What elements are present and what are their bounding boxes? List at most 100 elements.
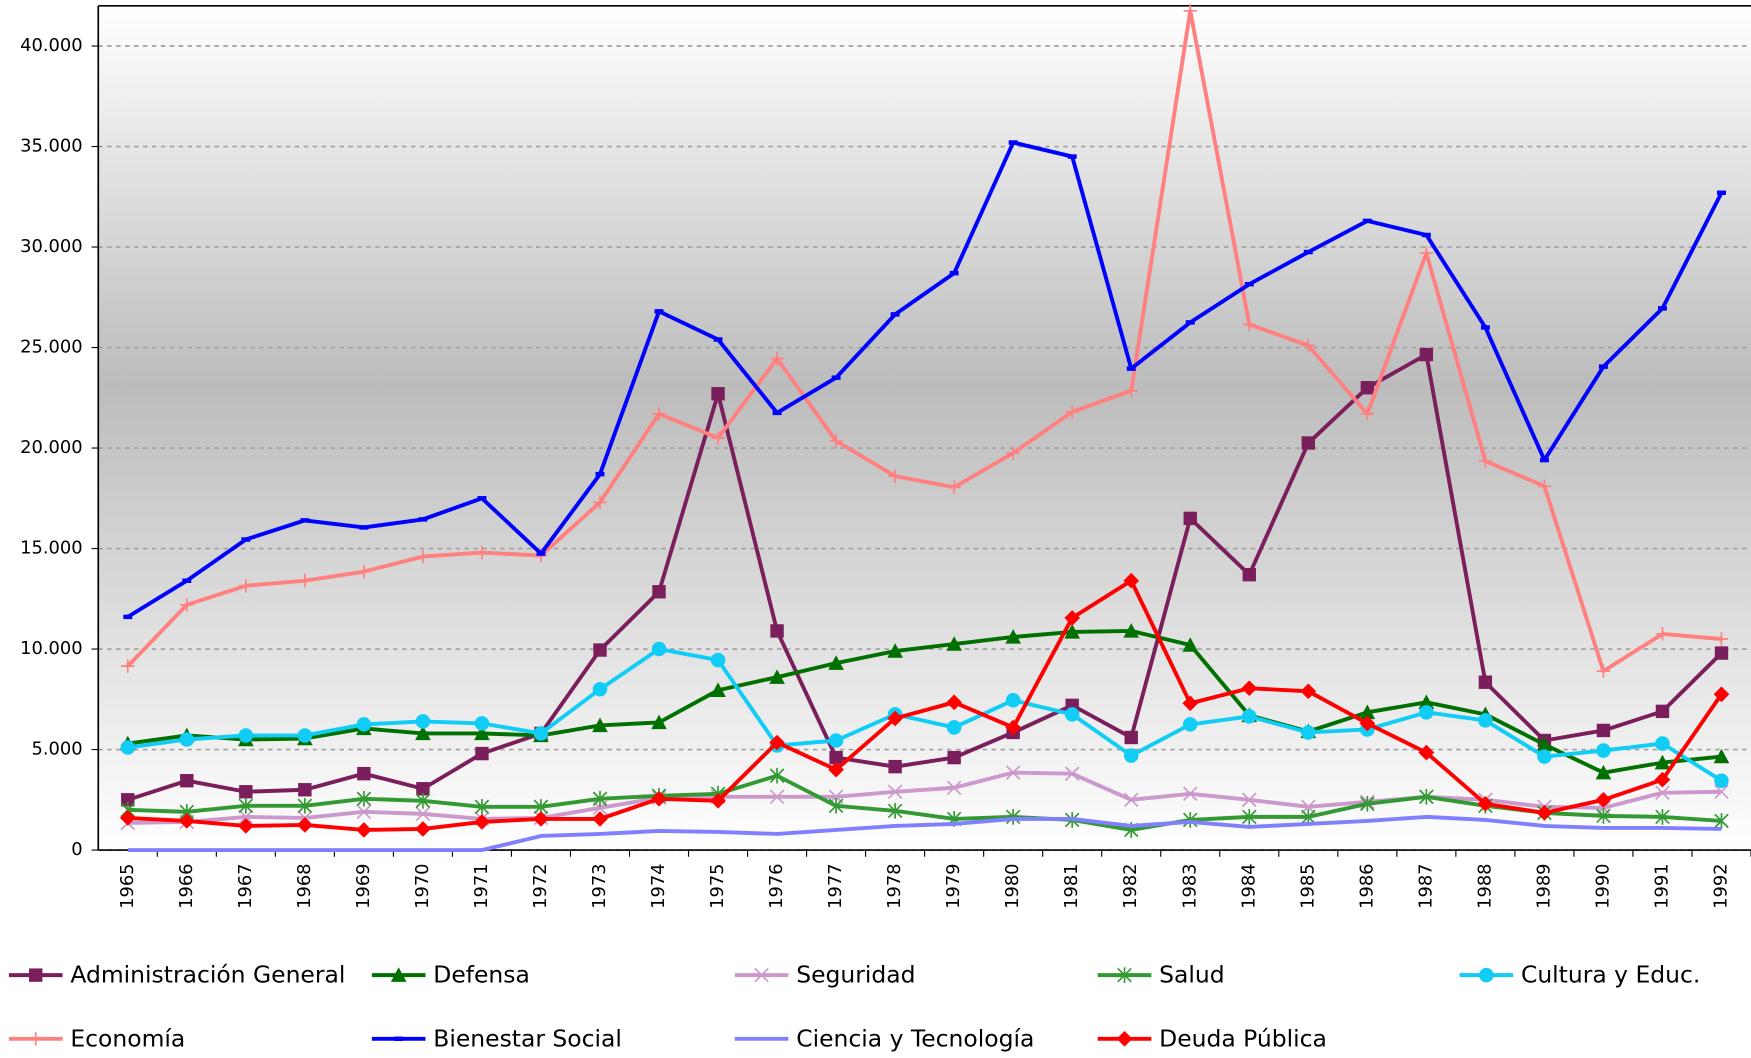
x-tick-label: 1983	[1179, 863, 1200, 908]
x-tick-label: 1968	[294, 863, 315, 908]
x-tick-label: 1978	[884, 863, 905, 908]
marker	[357, 564, 371, 579]
marker	[754, 967, 769, 983]
marker	[710, 652, 726, 668]
series-line	[127, 647, 1723, 783]
marker	[711, 387, 725, 401]
marker	[652, 407, 666, 421]
marker	[1714, 813, 1729, 829]
legend-item: Salud	[1097, 961, 1225, 989]
legend-label: Administración General	[70, 961, 345, 989]
y-tick-label: 15.000	[20, 538, 83, 559]
series	[123, 140, 1726, 620]
marker	[1360, 796, 1375, 812]
marker	[1655, 704, 1670, 719]
marker	[887, 784, 903, 800]
marker	[1596, 664, 1611, 678]
marker	[592, 811, 608, 827]
marker	[1117, 967, 1132, 983]
marker	[180, 598, 194, 612]
marker	[710, 792, 726, 809]
marker	[1123, 748, 1139, 763]
marker	[297, 728, 313, 743]
marker	[357, 766, 371, 781]
y-tick-label: 30.000	[20, 236, 83, 257]
marker	[947, 480, 961, 494]
series	[121, 4, 1729, 678]
marker	[298, 783, 312, 797]
marker	[1359, 715, 1376, 732]
marker	[533, 726, 549, 741]
marker	[1654, 754, 1671, 770]
marker	[120, 740, 136, 755]
marker	[474, 799, 490, 815]
legend-item: Bienestar Social	[371, 1024, 622, 1052]
marker	[415, 792, 431, 809]
marker	[1418, 744, 1435, 761]
marker	[1064, 624, 1081, 639]
marker	[1595, 764, 1612, 780]
series-line	[127, 773, 1722, 832]
marker	[1419, 347, 1434, 362]
marker	[946, 780, 962, 796]
marker	[390, 967, 407, 982]
legend-label: Economía	[70, 1024, 185, 1052]
marker	[1005, 719, 1021, 736]
marker	[1301, 436, 1316, 450]
marker	[769, 669, 785, 684]
series-line	[127, 352, 1723, 802]
legend-item: Economía	[8, 1024, 185, 1052]
marker	[828, 798, 844, 814]
x-tick-label: 1966	[176, 863, 197, 908]
marker	[1655, 785, 1670, 801]
marker	[297, 798, 313, 814]
legend-item: Defensa	[371, 961, 530, 989]
marker	[119, 810, 136, 826]
marker	[415, 725, 431, 741]
marker	[238, 728, 254, 743]
marker	[829, 750, 843, 765]
x-tick-label: 1992	[1710, 863, 1731, 908]
marker	[887, 643, 903, 658]
x-tick-label: 1979	[943, 863, 964, 908]
marker	[1124, 384, 1138, 398]
marker	[1536, 736, 1553, 752]
x-tick-label: 1965	[117, 863, 138, 908]
marker	[1064, 707, 1080, 722]
marker	[1360, 407, 1375, 421]
marker	[1242, 709, 1257, 724]
marker	[651, 790, 667, 807]
marker	[1182, 717, 1198, 732]
series-line	[127, 770, 1722, 825]
marker	[828, 733, 844, 748]
x-tick-label: 1973	[589, 863, 610, 908]
y-tick-label: 5.000	[31, 739, 82, 760]
series-line	[127, 629, 1722, 775]
marker	[828, 655, 844, 670]
marker	[1005, 629, 1021, 644]
marker	[888, 759, 902, 774]
x-tick-label: 1981	[1061, 863, 1082, 908]
marker	[1005, 693, 1021, 708]
marker	[415, 806, 431, 822]
marker	[946, 636, 962, 651]
x-tick-label: 1976	[766, 863, 787, 908]
marker	[1123, 623, 1140, 638]
marker	[770, 351, 784, 366]
legend-item: Seguridad	[734, 961, 916, 989]
marker	[1419, 246, 1434, 260]
marker	[1242, 317, 1256, 332]
marker	[239, 785, 253, 799]
marker	[238, 798, 254, 814]
marker	[593, 495, 607, 510]
marker	[1714, 632, 1729, 646]
y-tick-label: 20.000	[20, 437, 83, 458]
marker	[1478, 454, 1493, 468]
marker	[1005, 765, 1021, 780]
marker	[887, 803, 903, 819]
marker	[1713, 748, 1730, 764]
legend-item: Cultura y Educ.	[1459, 961, 1700, 989]
marker	[592, 790, 608, 807]
marker	[1418, 694, 1435, 710]
